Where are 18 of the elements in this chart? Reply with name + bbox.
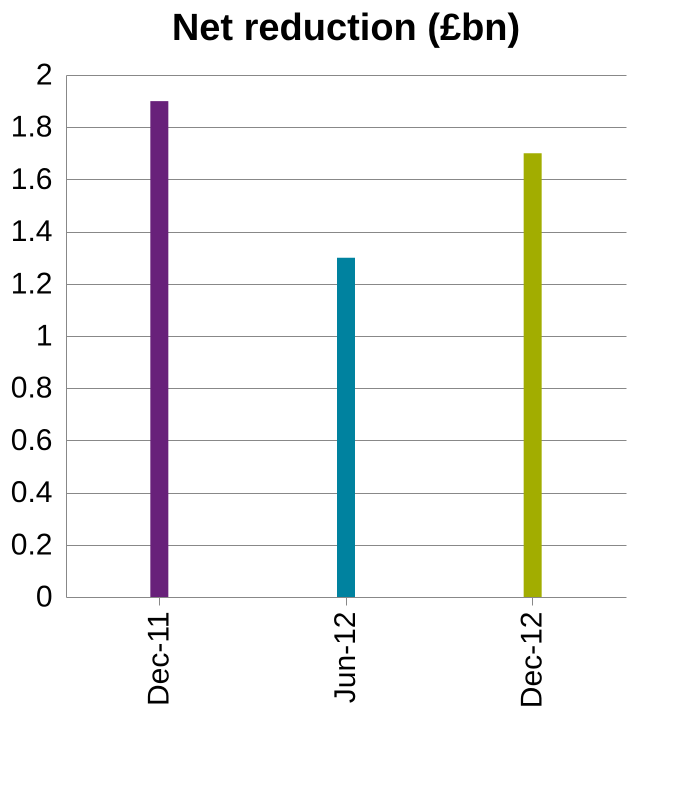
bar bbox=[337, 258, 355, 597]
y-tick-label: 0.4 bbox=[10, 476, 52, 510]
y-tick-label: 1 bbox=[36, 320, 52, 352]
x-tick-label: Dec-11 bbox=[142, 612, 176, 706]
y-tick-label: 0.6 bbox=[10, 424, 52, 457]
x-tick-label: Dec-12 bbox=[516, 612, 549, 708]
bar bbox=[524, 153, 542, 597]
y-tick-label: 1.6 bbox=[10, 162, 52, 196]
x-tick-label: Jun-12 bbox=[329, 612, 362, 704]
y-tick-label: 1.4 bbox=[10, 215, 52, 248]
y-tick-label: 1.2 bbox=[10, 267, 52, 300]
y-tick-label: 0.8 bbox=[10, 372, 52, 405]
y-tick-label: 0 bbox=[36, 580, 52, 614]
y-tick-label: 0.2 bbox=[10, 528, 52, 562]
bar bbox=[150, 101, 168, 597]
y-tick-label: 2 bbox=[36, 58, 52, 92]
y-tick-label: 1.8 bbox=[10, 110, 52, 144]
chart-title: Net reduction (£bn) bbox=[172, 7, 520, 49]
